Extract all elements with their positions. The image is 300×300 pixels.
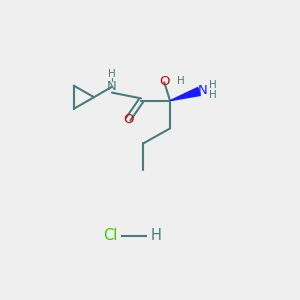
Text: H: H [177,76,184,86]
Polygon shape [170,88,200,101]
Text: H: H [209,80,217,89]
Text: H: H [209,90,217,100]
Text: N: N [197,84,207,97]
Text: N: N [107,80,117,93]
Text: H: H [151,228,161,243]
Text: O: O [159,74,169,88]
Text: Cl: Cl [103,228,118,243]
Text: O: O [123,113,134,126]
Text: H: H [108,69,116,79]
